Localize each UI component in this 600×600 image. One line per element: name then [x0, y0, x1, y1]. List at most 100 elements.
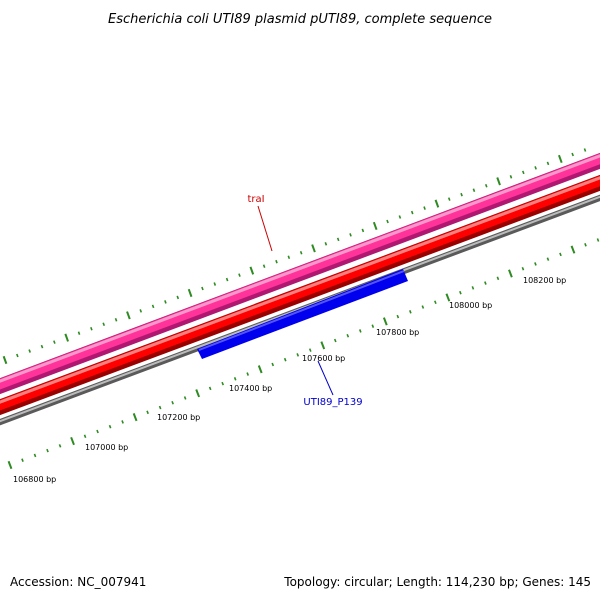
scale-minor-tick [208, 386, 212, 391]
outer-minor-tick [16, 353, 19, 358]
outer-major-tick [187, 288, 193, 298]
outer-minor-tick [410, 210, 414, 215]
outer-major-tick [64, 333, 70, 342]
uti89-p139-gene[interactable] [197, 269, 408, 359]
outer-minor-tick [287, 255, 291, 260]
scale-minor-tick [296, 353, 300, 357]
scale-minor-tick [559, 252, 562, 257]
scale-minor-tick [108, 424, 112, 429]
outer-major-tick [2, 355, 8, 365]
scale-label: 108000 bp [449, 301, 492, 310]
topology-text: Topology: circular; Length: 114,230 bp; … [284, 575, 591, 589]
scale-minor-tick [183, 396, 187, 400]
outer-major-tick [372, 221, 378, 231]
outer-minor-tick [447, 197, 451, 201]
scale-minor-tick [58, 444, 62, 448]
scale-minor-tick [484, 281, 487, 285]
scale-major-tick [570, 245, 576, 254]
scale-minor-tick [83, 434, 87, 439]
outer-minor-tick [238, 273, 241, 277]
outer-minor-tick [423, 206, 426, 210]
outer-minor-tick [151, 304, 155, 309]
outer-minor-tick [386, 219, 389, 224]
red-gene-track[interactable] [0, 175, 600, 411]
scale-major-tick [195, 389, 201, 398]
scale-minor-tick [96, 429, 99, 434]
outer-minor-tick [460, 192, 463, 197]
scale-minor-tick [371, 324, 375, 328]
scale-minor-tick [146, 410, 149, 415]
scale-minor-tick [271, 362, 275, 367]
outer-major-tick [249, 266, 255, 275]
scale-minor-tick [158, 405, 162, 410]
outer-minor-tick [361, 228, 365, 233]
uti89-p139-gene-highlight [198, 270, 405, 351]
outer-major-tick [434, 199, 440, 208]
scale-label: 107600 bp [302, 354, 345, 363]
scale-minor-tick [421, 305, 425, 309]
uti89-p139-label[interactable]: UTI89_P139 [303, 397, 362, 408]
scale-major-tick [7, 460, 13, 470]
scale-minor-tick [396, 314, 400, 319]
scale-minor-tick [308, 348, 312, 352]
outer-minor-tick [40, 344, 44, 349]
scale-minor-tick [409, 310, 412, 314]
scale-minor-tick [21, 458, 24, 462]
outer-minor-tick [583, 148, 587, 152]
scale-minor-tick [33, 453, 37, 458]
scale-label: 108200 bp [523, 276, 566, 285]
trai-label[interactable]: traI [247, 194, 264, 205]
uti89-p139-label-leader [317, 360, 334, 396]
outer-minor-tick [225, 277, 229, 282]
outer-minor-tick [77, 331, 81, 335]
scale-label: 107000 bp [85, 443, 128, 452]
scale-minor-tick [596, 238, 600, 242]
outer-minor-tick [275, 259, 278, 264]
scale-major-tick [508, 269, 513, 278]
trai-track-highlight [0, 154, 600, 383]
outer-minor-tick [164, 300, 167, 304]
outer-minor-tick [484, 183, 488, 188]
scale-minor-tick [471, 286, 475, 290]
outer-minor-tick [90, 326, 93, 331]
scale-label: 107400 bp [229, 384, 272, 393]
outer-minor-tick [28, 349, 31, 353]
scale-minor-tick [459, 290, 462, 295]
scale-minor-tick [283, 357, 287, 362]
outer-minor-tick [176, 295, 180, 300]
red-track-highlight [0, 176, 600, 404]
scale-major-tick [382, 317, 388, 326]
scale-label: 107800 bp [376, 328, 419, 337]
scale-minor-tick [546, 257, 550, 261]
outer-minor-tick [299, 250, 303, 255]
scale-minor-tick [233, 377, 237, 381]
outer-minor-tick [522, 170, 525, 175]
map-title: Escherichia coli UTI89 plasmid pUTI89, c… [108, 12, 492, 27]
outer-major-tick [558, 154, 563, 164]
outer-minor-tick [534, 166, 537, 170]
scale-tick-ring [7, 238, 600, 470]
outer-tick-ring [2, 148, 587, 365]
scale-label: 106800 bp [13, 475, 56, 484]
outer-minor-tick [336, 237, 340, 242]
outer-minor-tick [213, 282, 217, 286]
outer-minor-tick [324, 242, 328, 246]
outer-major-tick [311, 244, 316, 253]
scale-minor-tick [496, 276, 500, 281]
scale-minor-tick [46, 448, 49, 453]
outer-major-tick [496, 177, 501, 186]
scale-minor-tick [584, 243, 587, 247]
outer-minor-tick [139, 309, 143, 313]
scale-minor-tick [346, 333, 350, 338]
trai-gene-track[interactable] [0, 153, 600, 390]
scale-label: 107200 bp [157, 413, 200, 422]
outer-minor-tick [472, 188, 476, 192]
scale-minor-tick [171, 400, 174, 405]
scale-minor-tick [333, 338, 337, 343]
trai-label-leader [257, 205, 273, 252]
scale-major-tick [70, 436, 75, 446]
scale-major-tick [320, 341, 326, 350]
scale-minor-tick [534, 262, 537, 266]
outer-minor-tick [546, 161, 550, 166]
